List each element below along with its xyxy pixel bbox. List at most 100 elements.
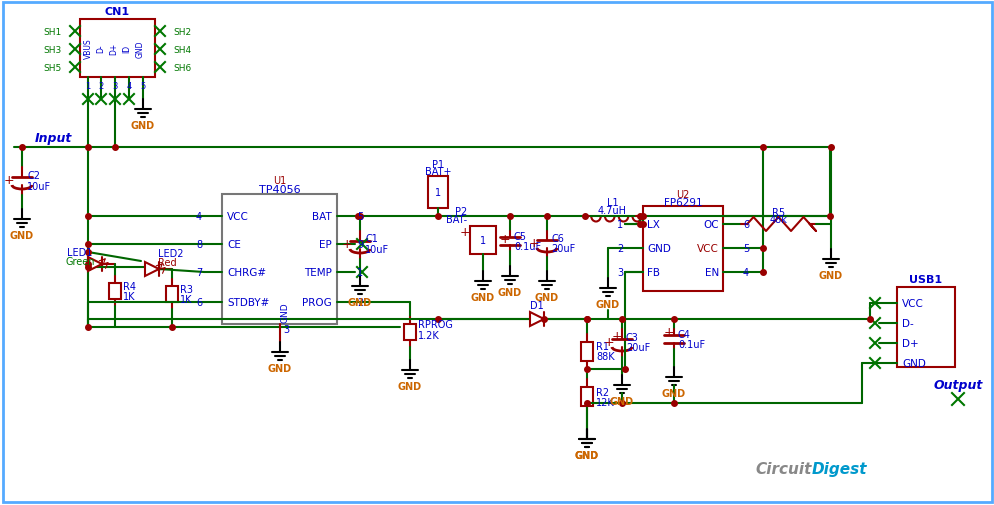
Text: +: +: [663, 326, 674, 339]
Text: GND: GND: [135, 40, 144, 58]
Text: 5: 5: [140, 81, 145, 90]
Text: D+: D+: [109, 43, 118, 55]
Text: Output: Output: [932, 379, 982, 392]
Text: 2: 2: [357, 297, 363, 308]
Polygon shape: [145, 263, 159, 276]
Text: GND: GND: [279, 302, 288, 323]
Text: 3: 3: [112, 81, 117, 90]
Text: 2: 2: [616, 243, 622, 254]
Text: GND: GND: [348, 297, 372, 308]
Text: 7: 7: [196, 268, 202, 277]
Bar: [469, 227, 495, 255]
Text: Circuit: Circuit: [754, 462, 811, 477]
Text: R4: R4: [123, 281, 136, 291]
Text: GND: GND: [818, 271, 842, 280]
Text: LED2: LED2: [158, 248, 183, 259]
Text: L1: L1: [606, 197, 617, 208]
Text: RPROG: RPROG: [417, 319, 452, 329]
Text: 1K: 1K: [123, 291, 135, 301]
Text: 5: 5: [743, 243, 748, 254]
Text: +: +: [4, 173, 14, 186]
Text: C6: C6: [551, 233, 564, 243]
Text: TP4056: TP4056: [258, 185, 300, 194]
Text: TEMP: TEMP: [304, 268, 332, 277]
Text: GND: GND: [10, 231, 34, 240]
Text: R5: R5: [771, 208, 784, 218]
Text: 4: 4: [126, 81, 131, 90]
Text: GND: GND: [535, 292, 559, 302]
Text: 20uF: 20uF: [551, 243, 575, 254]
Bar: [222, 194, 337, 324]
Text: 4.7uH: 4.7uH: [597, 206, 626, 216]
Text: 0.1uF: 0.1uF: [514, 241, 541, 251]
Text: 8: 8: [196, 239, 202, 249]
Text: U2: U2: [676, 189, 689, 199]
Bar: [580, 342, 592, 362]
Text: 5: 5: [357, 212, 363, 222]
Text: R2: R2: [595, 387, 608, 397]
Text: VCC: VCC: [697, 243, 719, 254]
Text: GND: GND: [609, 396, 633, 406]
Polygon shape: [87, 258, 102, 272]
Text: GND: GND: [595, 299, 619, 310]
Bar: [80, 20, 155, 78]
Text: FB: FB: [646, 268, 659, 277]
Text: GND: GND: [131, 121, 155, 131]
Text: 10uF: 10uF: [365, 244, 389, 255]
Bar: [404, 324, 415, 340]
Text: 6: 6: [196, 297, 202, 308]
Text: 4: 4: [743, 268, 748, 277]
Text: 1: 1: [479, 235, 486, 245]
Bar: [109, 283, 121, 299]
Text: +: +: [459, 225, 470, 238]
Text: C4: C4: [677, 329, 690, 339]
Text: Red: Red: [158, 258, 177, 268]
Text: 1: 1: [357, 268, 363, 277]
Text: GND: GND: [398, 381, 421, 391]
Text: FP6291: FP6291: [663, 197, 702, 208]
Text: GND: GND: [902, 358, 925, 368]
Text: 3: 3: [283, 324, 289, 334]
Text: D-: D-: [902, 318, 912, 328]
Polygon shape: [530, 313, 544, 326]
Text: 1K: 1K: [180, 294, 192, 305]
Text: GND: GND: [575, 450, 598, 460]
Text: D-: D-: [96, 44, 105, 53]
Text: BAT-: BAT-: [445, 215, 466, 225]
Text: 1: 1: [85, 81, 90, 90]
Text: GND: GND: [646, 243, 670, 254]
Text: STDBY#: STDBY#: [227, 297, 269, 308]
Bar: [166, 286, 178, 302]
Text: 0.1uF: 0.1uF: [677, 339, 705, 349]
Text: 20uF: 20uF: [625, 342, 650, 352]
Text: SH4: SH4: [173, 45, 191, 55]
Text: VCC: VCC: [902, 298, 923, 309]
Text: 1: 1: [616, 220, 622, 230]
Text: EN: EN: [704, 268, 719, 277]
Text: U1: U1: [272, 176, 286, 186]
Text: 3: 3: [616, 268, 622, 277]
Text: SH1: SH1: [44, 27, 62, 36]
Text: R1: R1: [595, 342, 608, 352]
Text: CN1: CN1: [104, 7, 130, 17]
Text: SH2: SH2: [173, 27, 191, 36]
Text: USB1: USB1: [909, 274, 941, 284]
Bar: [897, 287, 954, 367]
Text: GND: GND: [267, 363, 291, 373]
Text: P2: P2: [454, 207, 466, 217]
Text: GND: GND: [661, 388, 686, 398]
Text: D1: D1: [530, 300, 544, 311]
Text: OC: OC: [703, 220, 719, 230]
Text: EP: EP: [319, 239, 332, 249]
Text: Green: Green: [66, 257, 94, 267]
Bar: [642, 207, 723, 291]
Text: BAT+: BAT+: [424, 167, 451, 177]
Text: R3: R3: [180, 284, 193, 294]
Text: CHRG#: CHRG#: [227, 268, 265, 277]
Text: 4: 4: [196, 212, 202, 222]
Text: GND: GND: [575, 450, 598, 460]
Text: C2: C2: [27, 171, 40, 181]
Bar: [427, 177, 447, 209]
Text: 48k: 48k: [768, 215, 786, 225]
Text: GND: GND: [497, 287, 522, 297]
